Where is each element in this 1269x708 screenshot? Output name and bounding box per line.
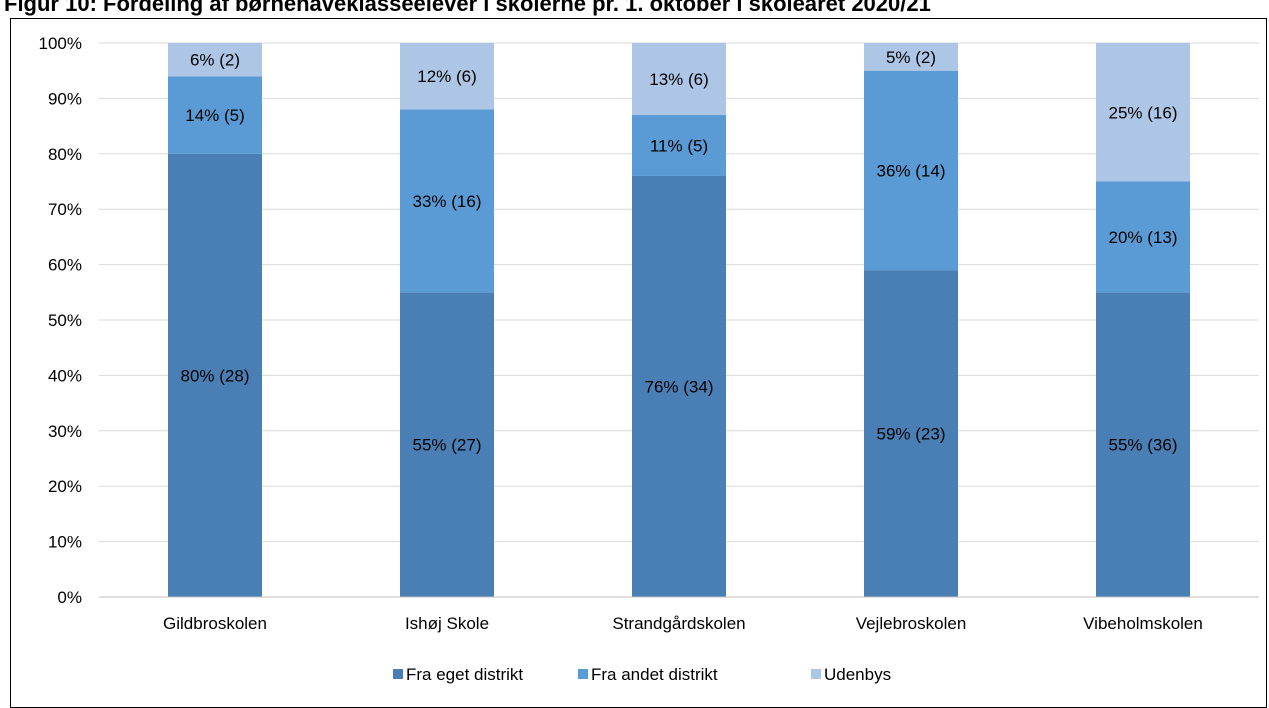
legend-swatch-udenbys (811, 669, 821, 679)
y-tick-label-100: 100% (39, 34, 82, 53)
data-label-vibeholmskolen-udenbys: 25% (16) (1109, 103, 1178, 122)
y-tick-label-50: 50% (48, 311, 82, 330)
data-label-vibeholmskolen-fra-andet-distrikt: 20% (13) (1109, 228, 1178, 247)
bar-gildbroskolen-fra-eget-distrikt (168, 153, 262, 598)
data-label-strandgardskolen-fra-eget-distrikt: 76% (34) (645, 377, 714, 396)
data-label-ish-j-skole-udenbys: 12% (6) (417, 67, 477, 86)
legend-label-udenbys: Udenbys (824, 665, 891, 684)
bar-vejlebroskolen-fra-andet-distrikt (864, 70, 958, 271)
x-tick-label-vejlebroskolen: Vejlebroskolen (856, 614, 967, 633)
x-tick-label-vibeholmskolen: Vibeholmskolen (1083, 614, 1203, 633)
bar-gildbroskolen-fra-andet-distrikt (168, 76, 262, 154)
data-label-vejlebroskolen-fra-andet-distrikt: 36% (14) (877, 161, 946, 180)
legend-swatch-fra-eget-distrikt (393, 669, 403, 679)
y-tick-label-40: 40% (48, 366, 82, 385)
x-tick-label-strandgardskolen: Strandgårdskolen (612, 614, 745, 633)
bar-vejlebroskolen-udenbys (864, 43, 958, 71)
data-label-gildbroskolen-fra-andet-distrikt: 14% (5) (185, 106, 245, 125)
legend: Fra eget distrikt Fra andet distrikt Udenb… (393, 665, 891, 684)
bar-ish-j-skole-fra-andet-distrikt (400, 109, 494, 293)
bar-vibeholmskolen-fra-eget-distrikt (1096, 292, 1190, 597)
data-label-strandgardskolen-fra-andet-distrikt: 11% (5) (650, 136, 708, 155)
bar-ish-j-skole-udenbys (400, 43, 494, 110)
legend-label-fra-eget-distrikt: Fra eget distrikt (406, 665, 523, 684)
y-tick-label-60: 60% (48, 256, 82, 275)
y-tick-label-90: 90% (48, 89, 82, 108)
y-tick-label-10: 10% (48, 533, 82, 552)
bar-strandgardskolen-fra-andet-distrikt (632, 115, 726, 176)
bars (168, 43, 1190, 598)
data-label-vejlebroskolen-udenbys: 5% (2) (886, 48, 936, 67)
y-tick-label-70: 70% (48, 200, 82, 219)
bar-gildbroskolen-udenbys (168, 43, 262, 77)
bar-ish-j-skole-fra-eget-distrikt (400, 292, 494, 597)
y-tick-label-0: 0% (57, 588, 82, 607)
legend-label-fra-andet-distrikt: Fra andet distrikt (591, 665, 718, 684)
x-tick-label-gildbroskolen: Gildbroskolen (163, 614, 267, 633)
y-axis-tick-labels: 0% 10% 20% 30% 40% 50% 60% 70% 80% 90% 100% (39, 34, 82, 607)
data-label-gildbroskolen-fra-eget-distrikt: 80% (28) (181, 366, 250, 385)
data-label-vejlebroskolen-fra-eget-distrikt: 59% (23) (877, 425, 946, 444)
x-tick-label-ish-j-skole: Ishøj Skole (405, 614, 489, 633)
y-tick-label-30: 30% (48, 422, 82, 441)
bar-vibeholmskolen-udenbys (1096, 43, 1190, 182)
data-label-ish-j-skole-fra-andet-distrikt: 33% (16) (413, 192, 482, 211)
page-title: Figur 10: Fordeling af børnehaveklasseel… (4, 0, 931, 16)
bar-vejlebroskolen-fra-eget-distrikt (864, 270, 958, 597)
bar-strandgardskolen-fra-eget-distrikt (632, 175, 726, 597)
data-label-gildbroskolen-udenbys: 6% (2) (190, 51, 240, 70)
data-labels: 80% (28) 14% (5) 6% (2) 55% (27) 33% (16) 12%… (181, 48, 1178, 455)
bar-strandgardskolen-udenbys (632, 43, 726, 116)
data-label-vibeholmskolen-fra-eget-distrikt: 55% (36) (1109, 436, 1178, 455)
y-tick-label-80: 80% (48, 145, 82, 164)
y-tick-label-20: 20% (48, 477, 82, 496)
data-label-strandgardskolen-udenbys: 13% (6) (649, 70, 709, 89)
data-label-ish-j-skole-fra-eget-distrikt: 55% (27) (413, 436, 482, 455)
legend-swatch-fra-andet-distrikt (578, 669, 588, 679)
bar-vibeholmskolen-fra-andet-distrikt (1096, 181, 1190, 293)
x-axis-category-labels: Gildbroskolen Ishøj Skole Strandgårdskolen… (163, 614, 1203, 633)
